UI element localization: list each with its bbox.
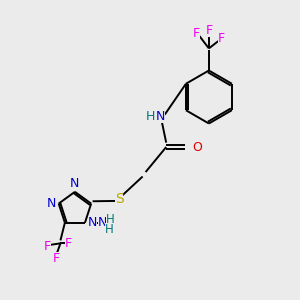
- Text: H: H: [106, 213, 115, 226]
- Text: N: N: [156, 110, 165, 123]
- Text: N: N: [88, 216, 97, 229]
- Text: S: S: [115, 192, 124, 206]
- Text: H: H: [146, 110, 156, 123]
- Text: N: N: [70, 177, 80, 190]
- Text: F: F: [193, 27, 200, 40]
- Text: F: F: [52, 252, 60, 265]
- Text: F: F: [65, 237, 72, 250]
- Text: N: N: [98, 216, 107, 229]
- Text: O: O: [192, 141, 202, 154]
- Text: N: N: [47, 197, 56, 210]
- Text: F: F: [205, 24, 212, 37]
- Text: F: F: [218, 32, 225, 45]
- Text: F: F: [44, 240, 51, 253]
- Text: H: H: [105, 223, 114, 236]
